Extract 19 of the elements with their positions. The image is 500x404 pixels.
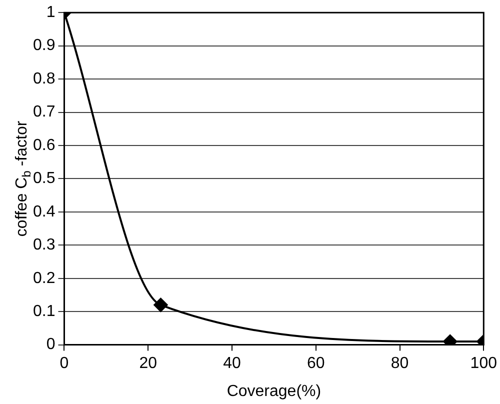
- x-tick-label: 80: [390, 354, 409, 372]
- y-tick-label: 0.7: [32, 104, 56, 121]
- y-tick-label: 0.9: [32, 37, 56, 54]
- x-tick-label: 0: [60, 354, 69, 372]
- x-axis-title: Coverage(%): [226, 383, 322, 400]
- x-tick-label: 100: [470, 354, 498, 372]
- y-tick-label: 0.3: [32, 236, 56, 254]
- y-tick-label: 0.8: [32, 70, 56, 88]
- y-tick-label: 0.1: [32, 302, 56, 320]
- y-tick-label: 0: [46, 336, 56, 354]
- y-tick-label: 0.4: [32, 203, 56, 220]
- x-tick-label: 60: [306, 354, 325, 372]
- x-tick-label: 20: [139, 354, 158, 372]
- x-tick-label: 40: [223, 354, 242, 372]
- y-tick-label: 0.5: [32, 170, 56, 188]
- y-tick-label: 0.6: [32, 136, 56, 154]
- y-axis-title: coffee Cb -factor: [13, 120, 34, 237]
- y-tick-label: 1: [46, 4, 56, 22]
- y-tick-label: 0.2: [32, 270, 56, 287]
